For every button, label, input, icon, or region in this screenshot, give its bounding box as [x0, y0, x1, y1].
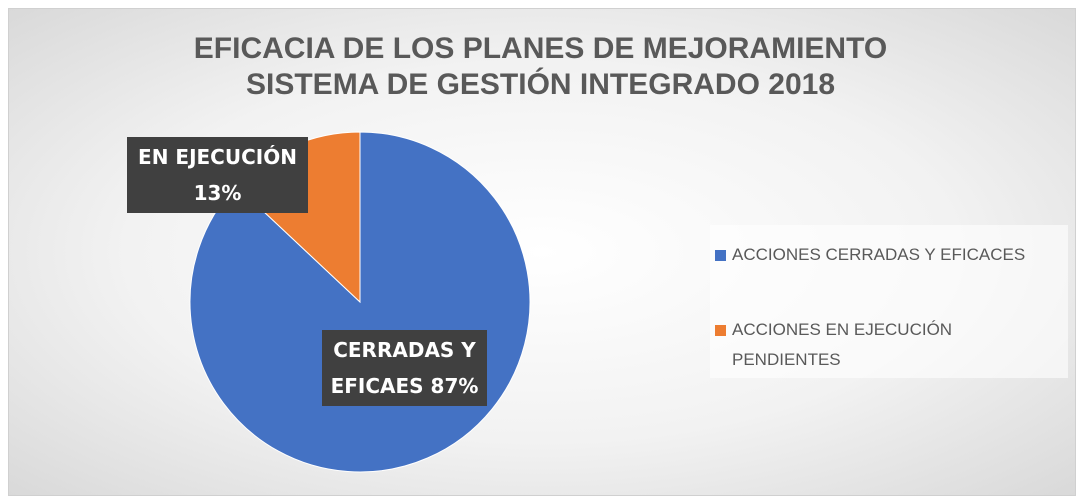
legend-swatch [715, 325, 726, 336]
legend-item: ACCIONES CERRADAS Y EFICACES [715, 240, 1062, 270]
legend-label: ACCIONES EN EJECUCIÓN PENDIENTES [732, 320, 953, 369]
legend-swatch [715, 250, 726, 261]
legend: ACCIONES CERRADAS Y EFICACES ACCIONES EN … [710, 225, 1068, 378]
legend-item: ACCIONES EN EJECUCIÓN PENDIENTES [715, 315, 1062, 375]
chart-title: SISTEMA DE GESTIÓN INTEGRADO 2018 [246, 68, 835, 101]
legend-label: ACCIONES CERRADAS Y EFICACES [732, 245, 1026, 264]
data-label: CERRADAS Y EFICAES 87% [322, 330, 487, 406]
chart-title: EFICACIA DE LOS PLANES DE MEJORAMIENTO [193, 32, 888, 65]
data-label: EN EJECUCIÓN 13% [127, 137, 308, 213]
